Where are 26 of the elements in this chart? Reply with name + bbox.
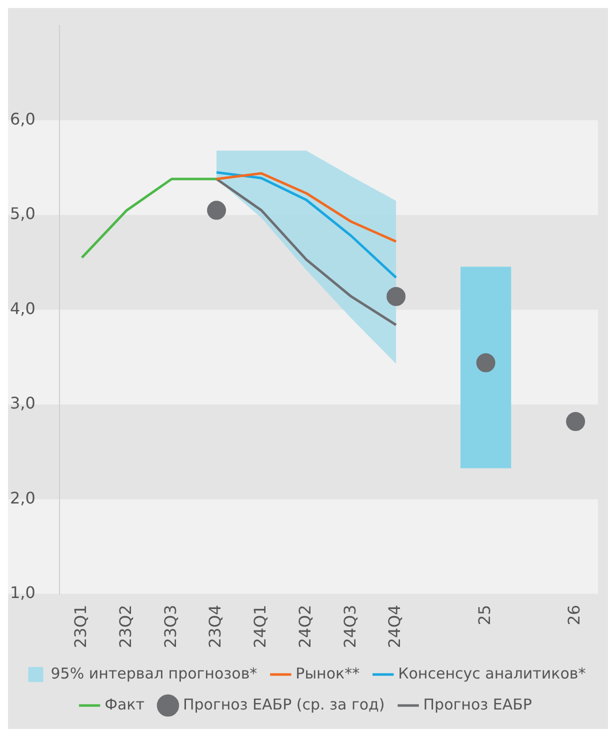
legend-label: Прогноз ЕАБР (ср. за год) (182, 695, 385, 714)
x-tick-label: 25 (474, 604, 494, 626)
x-tick-label: 26 (564, 604, 584, 626)
y-tick-label: 5,0 (10, 204, 36, 224)
x-tick-label: 24Q1 (250, 604, 270, 648)
x-tick-label: 24Q2 (295, 604, 314, 648)
x-tick-label: 23Q3 (160, 604, 180, 648)
x-tick-label: 23Q1 (71, 604, 90, 648)
point (566, 412, 586, 431)
legend-label: Факт (104, 695, 145, 714)
legend-label: Прогноз ЕАБР (423, 695, 532, 714)
y-tick-label: 1,0 (10, 583, 36, 602)
point (207, 200, 226, 220)
point (476, 353, 496, 372)
legend-label: Консенсус аналитиков* (398, 664, 586, 682)
y-tick-label: 2,0 (10, 488, 36, 508)
legend-label: 95% интервал прогнозов* (50, 664, 258, 682)
x-tick-label: 24Q4 (385, 604, 404, 648)
x-tick-label: 23Q2 (116, 604, 135, 648)
x-tick-label: 24Q3 (340, 604, 360, 648)
y-tick-label: 6,0 (10, 109, 36, 128)
y-tick-label: 4,0 (10, 298, 36, 318)
x-tick-label: 23Q4 (206, 604, 225, 648)
y-tick-label: 3,0 (10, 394, 36, 413)
legend-label: Рынок** (296, 664, 360, 682)
point (386, 286, 406, 306)
